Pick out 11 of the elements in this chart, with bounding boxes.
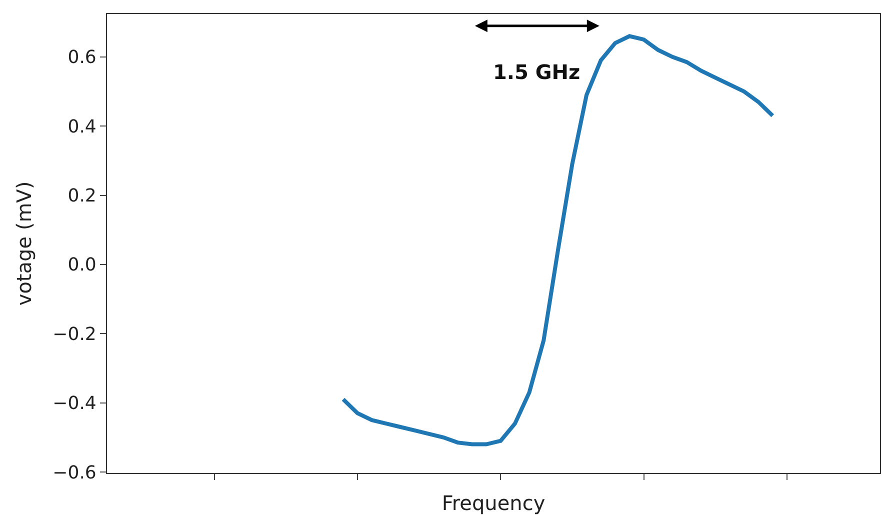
- line-series: [341, 34, 775, 446]
- annotation: 1.5 GHz: [493, 60, 580, 84]
- x-axis-title: Frequency: [442, 491, 546, 515]
- y-tick-label: 0.2: [68, 186, 96, 207]
- y-tick-label: −0.6: [52, 462, 96, 484]
- y-tick-label: −0.4: [52, 393, 96, 414]
- y-axis-title: votage (mV): [12, 181, 36, 306]
- y-tick-label: 0.0: [68, 254, 96, 276]
- y-tick-label: −0.2: [52, 324, 96, 345]
- y-tick-label: 0.6: [68, 47, 96, 68]
- y-tick-label: 0.4: [68, 116, 96, 138]
